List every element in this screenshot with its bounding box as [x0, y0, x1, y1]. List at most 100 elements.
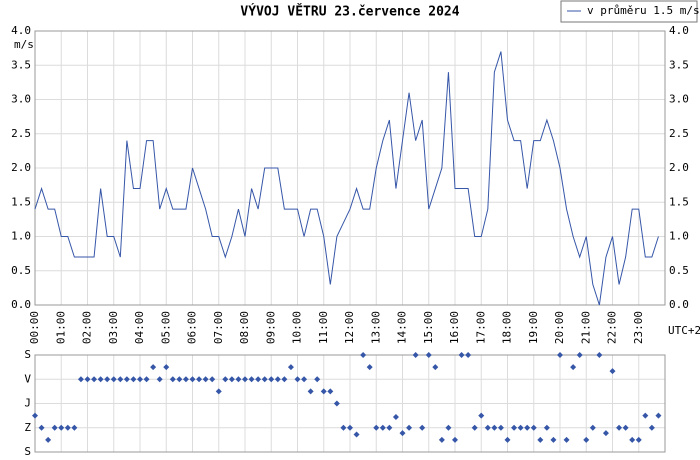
scatter-point	[432, 364, 439, 371]
scatter-point	[130, 376, 137, 383]
y-tick-label: 2.0	[11, 161, 31, 174]
scatter-point	[294, 376, 301, 383]
y-tick-label-right: 0.0	[669, 298, 689, 311]
y-tick-label-right: 1.5	[669, 195, 689, 208]
scatter-point	[543, 424, 550, 431]
scatter-point	[123, 376, 130, 383]
y-tick-label: 1.0	[11, 230, 31, 243]
scatter-point	[550, 436, 557, 443]
y-tick-label: 0.0	[11, 298, 31, 311]
x-tick-label: 08:00	[238, 311, 251, 344]
y-tick-label-right: 4.0	[669, 24, 689, 37]
scatter-point	[622, 424, 629, 431]
scatter-point	[583, 436, 590, 443]
scatter-point	[491, 424, 498, 431]
scatter-point	[373, 424, 380, 431]
scatter-point	[215, 388, 222, 395]
x-tick-label: 18:00	[501, 311, 514, 344]
scatter-point	[189, 376, 196, 383]
scatter-point	[576, 352, 583, 358]
scatter-point	[353, 431, 360, 438]
y-tick-label: 0.5	[11, 264, 31, 277]
scatter-point	[655, 412, 662, 419]
x-tick-label: 07:00	[212, 311, 225, 344]
scatter-point	[379, 424, 386, 431]
scatter-point	[563, 436, 570, 443]
scatter-point	[340, 424, 347, 431]
scatter-point	[517, 424, 524, 431]
x-tick-label: 12:00	[343, 311, 356, 344]
scatter-point	[222, 376, 229, 383]
scatter-point	[110, 376, 117, 383]
scatter-point	[228, 376, 235, 383]
scatter-point	[648, 424, 655, 431]
x-tick-label: 16:00	[448, 311, 461, 344]
scatter-point	[530, 424, 537, 431]
scatter-point	[347, 424, 353, 431]
y-tick-label: 3.5	[11, 58, 31, 71]
scatter-point	[301, 376, 308, 383]
scatter-point	[71, 424, 78, 431]
scatter-point	[248, 376, 255, 383]
x-tick-label: 20:00	[553, 311, 566, 344]
scatter-point	[281, 376, 288, 383]
scatter-point	[366, 364, 373, 371]
scatter-point	[458, 352, 465, 358]
scatter-point	[274, 376, 281, 383]
scatter-point	[209, 376, 216, 383]
scatter-point	[287, 364, 294, 371]
scatter-point	[333, 400, 340, 407]
scatter-point	[143, 376, 150, 383]
scatter-point	[32, 412, 38, 419]
y-tick-label: 4.0	[11, 24, 31, 37]
scatter-point	[196, 376, 203, 383]
scatter-point	[392, 413, 399, 420]
scatter-point	[511, 424, 518, 431]
scatter-point	[589, 424, 596, 431]
scatter-point	[406, 424, 413, 431]
y-tick-label-right: 2.0	[669, 161, 689, 174]
scatter-point	[77, 376, 84, 383]
y-tick-label: 1.5	[11, 195, 31, 208]
scatter-point	[255, 376, 262, 383]
y-tick-label: V	[24, 372, 31, 385]
x-tick-label: 10:00	[291, 311, 304, 344]
scatter-point	[150, 364, 157, 371]
x-tick-label: 01:00	[54, 311, 67, 344]
scatter-point	[137, 376, 143, 383]
line-series	[34, 51, 659, 306]
x-tick-label: 15:00	[422, 311, 435, 344]
scatter-point	[412, 352, 419, 358]
scatter-point	[104, 376, 111, 383]
y-tick-label-right: 3.5	[669, 58, 689, 71]
scatter-point	[419, 424, 426, 431]
scatter-point	[642, 412, 649, 419]
scatter-point	[268, 376, 275, 383]
x-tick-label: 00:00	[28, 311, 41, 344]
x-tick-label: 17:00	[474, 311, 487, 344]
scatter-point	[360, 352, 367, 358]
scatter-point	[51, 424, 58, 431]
x-tick-label: 19:00	[527, 311, 540, 344]
scatter-point	[399, 430, 406, 437]
scatter-point	[242, 376, 248, 383]
scatter-point	[425, 352, 432, 358]
scatter-point	[596, 352, 603, 358]
scatter-point	[557, 352, 563, 358]
scatter-point	[176, 376, 183, 383]
scatter-point	[537, 436, 544, 443]
scatter-point	[64, 424, 71, 431]
y-tick-label-right: 1.0	[669, 230, 689, 243]
y-tick-label: Z	[24, 421, 31, 434]
y-tick-label-right: 3.0	[669, 93, 689, 106]
scatter-point	[484, 424, 491, 431]
y-tick-label-right: 2.5	[669, 127, 689, 140]
x-tick-label: 14:00	[396, 311, 409, 344]
scatter-point	[169, 376, 176, 383]
scatter-point	[445, 424, 452, 431]
x-tick-label: 03:00	[107, 311, 120, 344]
scatter-point	[635, 436, 642, 443]
x-axis-label: UTC+2	[668, 324, 700, 337]
scatter-point	[91, 376, 98, 383]
